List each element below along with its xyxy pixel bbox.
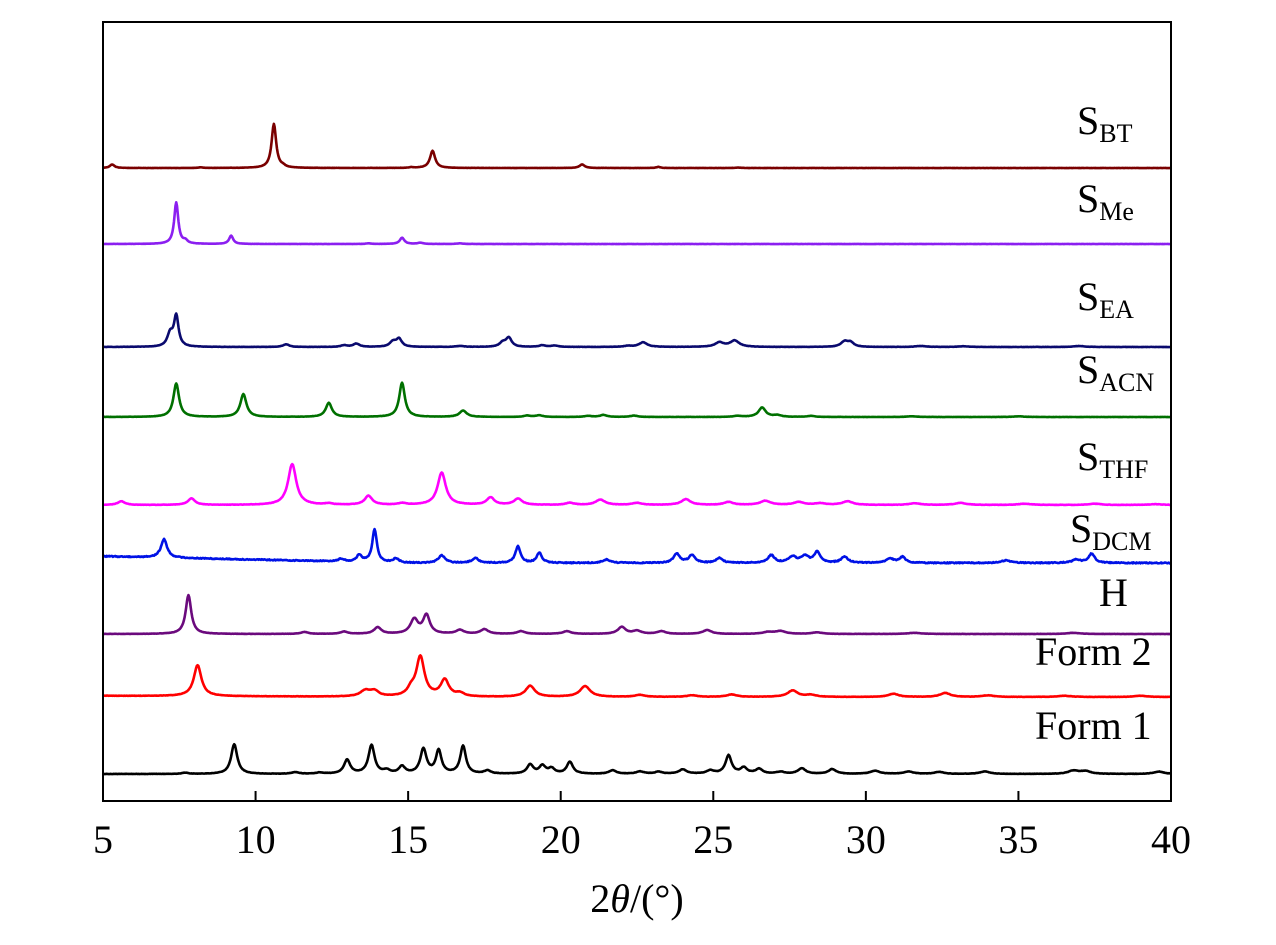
x-axis-title-suffix: /(°) — [630, 876, 684, 921]
x-tick-label: 35 — [998, 817, 1038, 862]
series-label-s-ea: SEA — [1077, 274, 1134, 324]
x-tick-label: 5 — [93, 817, 113, 862]
x-tick-label: 40 — [1151, 817, 1191, 862]
series-label-s-bt: SBT — [1077, 98, 1133, 148]
x-axis-title: 2θ/(°) — [590, 876, 683, 921]
series-label-form-2: Form 2 — [1035, 629, 1152, 674]
series-label-s-dcm: SDCM — [1070, 506, 1152, 556]
series-label-form-1: Form 1 — [1035, 703, 1152, 748]
series-line-s-me — [102, 201, 1172, 246]
series-label-h: H — [1099, 570, 1128, 615]
series-label-s-acn: SACN — [1077, 347, 1154, 397]
x-axis-title-symbol: θ — [610, 876, 630, 921]
series-labels: SBT SMe SEA SACN STHF SDCM H Form 2 Form 1 — [1035, 98, 1154, 748]
series-line-h — [102, 593, 1172, 636]
x-tick-label: 20 — [541, 817, 581, 862]
series-line-form-2 — [102, 654, 1172, 699]
x-tick-label: 15 — [388, 817, 428, 862]
series-line-s-bt — [102, 122, 1172, 170]
series-label-s-me: SMe — [1077, 176, 1134, 226]
plot-frame — [102, 21, 1172, 802]
series-line-s-dcm — [102, 527, 1172, 565]
series-label-s-thf: STHF — [1077, 434, 1148, 484]
x-axis-title-prefix: 2 — [590, 876, 610, 921]
series-line-s-ea — [102, 312, 1172, 349]
x-tick-label: 25 — [693, 817, 733, 862]
series-curves — [102, 122, 1172, 776]
x-tick-label: 30 — [846, 817, 886, 862]
series-line-s-thf — [102, 462, 1172, 507]
x-tick-label: 10 — [236, 817, 276, 862]
x-axis-ticks: 5 10 15 20 25 30 35 40 — [93, 791, 1191, 862]
series-line-s-acn — [102, 381, 1172, 419]
series-line-form-1 — [102, 742, 1172, 776]
